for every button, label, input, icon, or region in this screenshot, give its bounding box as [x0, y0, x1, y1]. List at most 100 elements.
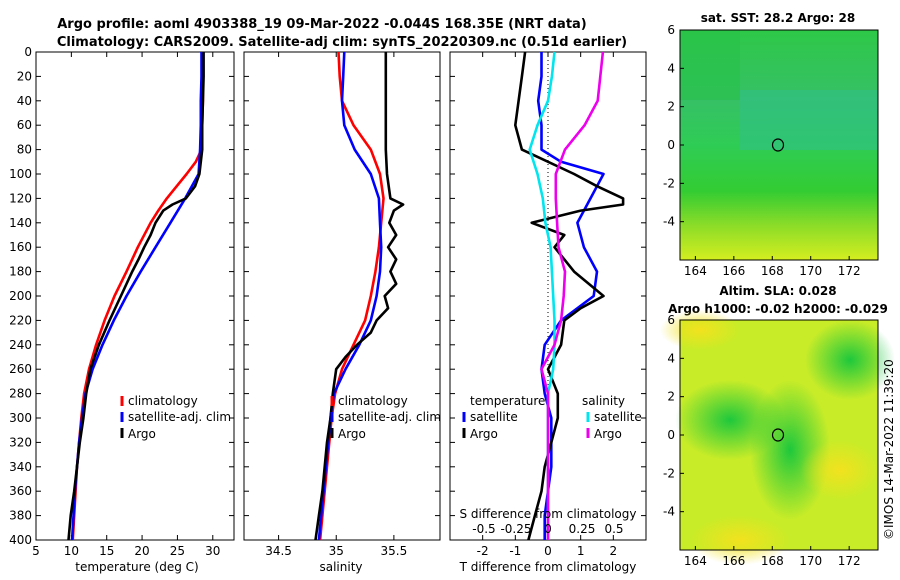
s-tick-label: 0.25 — [569, 522, 596, 536]
map-x-tick-label: 172 — [838, 554, 861, 568]
legend-label-argo: Argo — [338, 427, 366, 441]
depth-tick-label: 80 — [17, 143, 32, 157]
series-line-climatology — [318, 51, 385, 541]
x-tick-label: -1 — [509, 544, 521, 558]
sla-high-blob — [690, 515, 790, 565]
salinity-legend: climatology satellite-adj. clim Argo — [330, 394, 441, 441]
legend-label-t-satellite: satellite — [470, 410, 518, 424]
legend-label-satellite: satellite-adj. clim — [338, 410, 441, 424]
argo-position-marker — [771, 138, 785, 152]
sla-map-title-line2: Argo h1000: -0.02 h2000: -0.029 — [668, 302, 888, 316]
x-tick-label: 25 — [170, 544, 185, 558]
s-difference-xlabel: S difference from climatology — [460, 507, 637, 521]
x-tick-label: 10 — [64, 544, 79, 558]
sla-map-title-line1: Altim. SLA: 0.028 — [719, 284, 836, 298]
sla-low-blob — [805, 320, 895, 400]
depth-tick-label: 200 — [9, 289, 32, 303]
temperature-panel: 0 20 40 60 80 100 120 140 160 180 200 220 240 260 280 3… — [9, 45, 235, 558]
depth-tick-label: 280 — [9, 387, 32, 401]
sst-map-axes: 164 166 168 170 172 6 4 2 0 -2 -4 — [663, 23, 879, 278]
map-y-tick-label: 6 — [667, 23, 675, 37]
map-x-tick-label: 168 — [761, 264, 784, 278]
depth-tick-label: 40 — [17, 94, 32, 108]
sst-map: 164 166 168 170 172 6 4 2 0 -2 -4 — [663, 23, 879, 278]
map-x-tick-label: 164 — [684, 264, 707, 278]
argo-position-marker — [771, 428, 785, 442]
x-tick-label: 15 — [99, 544, 114, 558]
x-tick-label: 35.5 — [381, 544, 408, 558]
map-y-tick-label: -2 — [663, 466, 675, 480]
depth-tick-label: 160 — [9, 240, 32, 254]
map-x-tick-label: 168 — [761, 554, 784, 568]
map-y-tick-label: 4 — [667, 61, 675, 75]
legend-header-temperature: temperature — [470, 394, 545, 408]
s-tick-label: -0.25 — [500, 522, 531, 536]
legend-label-climatology: climatology — [338, 394, 408, 408]
legend-label-t-argo: Argo — [470, 427, 498, 441]
map-y-tick-label: -4 — [663, 505, 675, 519]
sla-map-axes: 164 166 168 170 172 6 4 2 0 -2 -4 — [663, 313, 879, 568]
axes-frame — [243, 51, 441, 541]
figure-title-line1: Argo profile: aoml 4903388_19 09-Mar-202… — [57, 17, 587, 32]
depth-tick-label: 300 — [9, 411, 32, 425]
map-x-tick-label: 172 — [838, 264, 861, 278]
depth-tick-label: 120 — [9, 191, 32, 205]
depth-tick-label: 220 — [9, 313, 32, 327]
map-y-tick-label: 2 — [667, 100, 675, 114]
legend-label-s-satellite: satellite — [594, 410, 642, 424]
series-line-t-argo — [513, 51, 625, 541]
series-line-argo — [314, 52, 405, 541]
difference-panel: -2 -1 0 1 2 — [449, 51, 647, 558]
depth-tick-label: 400 — [9, 533, 32, 547]
s-tick-label: 0.5 — [604, 522, 623, 536]
s-tick-label: -0.5 — [472, 522, 495, 536]
map-y-tick-label: 2 — [667, 390, 675, 404]
s-difference-ticklabels: -0.5 -0.25 0 0.25 0.5 — [472, 522, 623, 536]
salinity-xlabel: salinity — [319, 560, 362, 574]
x-tick-label: 34.5 — [265, 544, 292, 558]
depth-tick-label: 260 — [9, 362, 32, 376]
x-tick-label: 1 — [577, 544, 585, 558]
legend-label-climatology: climatology — [128, 394, 198, 408]
x-tick-label: 30 — [205, 544, 220, 558]
map-y-tick-label: 4 — [667, 351, 675, 365]
map-y-tick-label: 0 — [667, 138, 675, 152]
depth-tick-label: 60 — [17, 118, 32, 132]
legend-label-s-argo: Argo — [594, 427, 622, 441]
map-y-tick-label: -4 — [663, 215, 675, 229]
map-y-tick-label: -2 — [663, 176, 675, 190]
series-line-argo — [67, 52, 205, 541]
sst-map-title: sat. SST: 28.2 Argo: 28 — [701, 11, 855, 25]
map-x-tick-label: 164 — [684, 554, 707, 568]
figure-title-line2: Climatology: CARS2009. Satellite-adj cli… — [57, 35, 627, 50]
map-y-tick-label: 6 — [667, 313, 675, 327]
legend-header-salinity: salinity — [582, 394, 625, 408]
depth-tick-label: 180 — [9, 265, 32, 279]
depth-tick-label: 140 — [9, 216, 32, 230]
sla-high-blob — [800, 440, 880, 500]
series-line-t-satellite — [536, 52, 605, 540]
map-x-tick-label: 170 — [799, 264, 822, 278]
x-tick-label: -2 — [477, 544, 489, 558]
temperature-legend: climatology satellite-adj. clim Argo — [120, 394, 231, 441]
map-x-tick-label: 170 — [799, 554, 822, 568]
legend-label-argo: Argo — [128, 427, 156, 441]
series-line-satellite-adj-clim — [70, 52, 203, 541]
depth-tick-label: 0 — [24, 45, 32, 59]
depth-tick-label: 240 — [9, 338, 32, 352]
sst-cool-patch — [680, 30, 740, 100]
map-x-tick-label: 166 — [722, 264, 745, 278]
salinity-panel: 34.5 35 35.5 — [243, 51, 441, 558]
depth-tick-label: 340 — [9, 460, 32, 474]
series-line-climatology — [71, 52, 205, 541]
t-difference-xlabel: T difference from climatology — [459, 560, 637, 574]
axes-frame — [35, 51, 235, 541]
temperature-xlabel: temperature (deg C) — [75, 560, 198, 574]
map-y-tick-label: 0 — [667, 428, 675, 442]
x-tick-label: 2 — [610, 544, 618, 558]
x-tick-label: 20 — [134, 544, 149, 558]
series-line-s-argo — [540, 51, 605, 540]
imos-timestamp: ©IMOS 14-Mar-2022 11:39:20 — [882, 359, 896, 540]
depth-tick-label: 100 — [9, 167, 32, 181]
